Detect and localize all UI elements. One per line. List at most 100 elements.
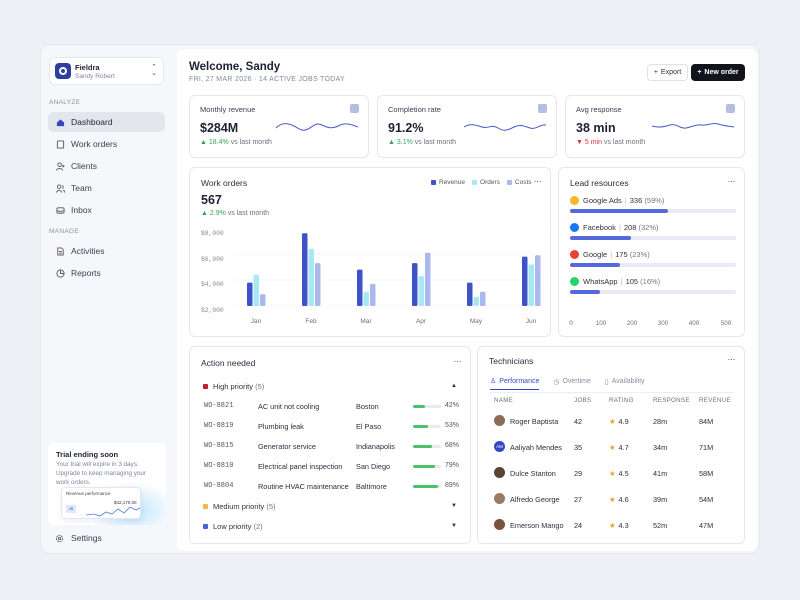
sidebar-item-reports[interactable]: Reports <box>48 263 165 283</box>
bar-orders-feb[interactable] <box>308 248 315 306</box>
technician-response: 39m <box>653 495 668 504</box>
technician-tabs: ♙ Performance ◷ Overtime ▯ Availability <box>490 377 645 390</box>
more-options-icon[interactable]: ··· <box>453 356 462 366</box>
progress-bar <box>413 445 441 448</box>
progress-bar <box>413 405 441 408</box>
arrow-up-icon: ▲ <box>201 210 210 217</box>
org-switcher[interactable]: Fieldra Sandy Robert ⌃ ⌄ <box>49 57 164 85</box>
sidebar: Fieldra Sandy Robert ⌃ ⌄ ANALYZE Dashboar… <box>41 45 171 555</box>
legend-orders[interactable]: Orders <box>472 179 500 186</box>
kpi-label: Avg response <box>576 105 622 114</box>
x-tick: Jan <box>250 318 262 325</box>
chevron-up-icon[interactable]: ▲ <box>451 383 457 389</box>
bar-revenue-apr[interactable] <box>412 263 418 306</box>
source-logo-icon <box>570 223 579 232</box>
kpi-label: Completion rate <box>388 105 441 114</box>
bar-costs-may[interactable] <box>480 291 486 306</box>
work-order-row[interactable]: WO-8815 Generator service Indianapolis 68% <box>204 442 460 454</box>
column-header[interactable]: RATING <box>609 397 634 404</box>
bar-costs-jun[interactable] <box>535 255 541 306</box>
bar-revenue-jan[interactable] <box>247 282 253 306</box>
sidebar-item-activities[interactable]: Activities <box>48 241 165 261</box>
section-label-manage: MANAGE <box>49 228 79 235</box>
bar-orders-mar[interactable] <box>363 291 370 306</box>
column-header[interactable]: NAME <box>494 397 514 404</box>
kpi-value: 91.2% <box>388 121 424 135</box>
bar-revenue-feb[interactable] <box>302 233 308 306</box>
lead-bar <box>570 236 632 240</box>
work-order-row[interactable]: WO-8821 AC unit not cooling Boston 42% <box>204 402 460 414</box>
work-order-row[interactable]: WO-8819 Plumbing leak El Paso 53% <box>204 422 460 434</box>
technician-row[interactable]: Dulce Stanton 29 ★ 4.5 41m 58M <box>494 467 742 481</box>
lead-tick: 200 <box>626 320 638 327</box>
sidebar-item-work-orders[interactable]: Work orders <box>48 134 165 154</box>
sidebar-item-label: Clients <box>71 161 97 171</box>
org-name: Fieldra <box>75 63 100 72</box>
gear-icon <box>55 534 64 542</box>
bar-revenue-mar[interactable] <box>357 269 363 306</box>
bar-costs-feb[interactable] <box>315 263 321 306</box>
work-order-id: WO-8821 <box>204 402 234 410</box>
chevron-down-icon[interactable]: ▼ <box>451 523 457 529</box>
kpi-completion-rate[interactable]: Completion rate 91.2% ▲ 3.1% vs last mon… <box>377 95 557 158</box>
sidebar-item-label: Dashboard <box>71 117 113 127</box>
sidebar-item-label: Inbox <box>71 205 92 215</box>
technician-row[interactable]: Emerson Mango 24 ★ 4.3 52m 47M <box>494 519 742 533</box>
column-header[interactable]: REVENUE <box>699 397 732 404</box>
page-title: Welcome, Sandy <box>189 61 281 73</box>
chevron-updown-icon: ⌃ ⌄ <box>151 64 157 77</box>
trial-card[interactable]: Trial ending soon Your trial will expire… <box>48 443 166 525</box>
source-logo-icon <box>570 277 579 286</box>
tab-overtime[interactable]: ◷ Overtime <box>553 378 591 386</box>
kpi-avg-response[interactable]: Avg response 38 min ▼ 5 min vs last mont… <box>565 95 745 158</box>
legend-costs[interactable]: Costs <box>506 179 532 186</box>
bar-orders-jan[interactable] <box>253 274 260 306</box>
priority-dot <box>203 504 208 509</box>
sidebar-item-clients[interactable]: Clients <box>48 156 165 176</box>
tab-performance[interactable]: ♙ Performance <box>490 377 540 390</box>
work-order-row[interactable]: WO-8804 Routine HVAC maintenance Baltimore… <box>204 482 460 494</box>
more-options-icon[interactable]: ··· <box>533 176 542 186</box>
chevron-down-icon[interactable]: ▼ <box>451 503 457 509</box>
sidebar-item-dashboard[interactable]: Dashboard <box>48 112 165 132</box>
bar-orders-jun[interactable] <box>528 264 535 306</box>
new-order-button[interactable]: + New order <box>691 64 745 81</box>
bar-costs-jan[interactable] <box>260 294 266 306</box>
bar-revenue-jun[interactable] <box>522 256 528 306</box>
lead-tick: 100 <box>595 320 607 327</box>
export-button[interactable]: + Export <box>647 64 688 81</box>
avatar <box>494 493 505 504</box>
sidebar-item-team[interactable]: Team <box>48 178 165 198</box>
column-header[interactable]: RESPONSE <box>653 397 690 404</box>
bar-costs-apr[interactable] <box>425 252 431 306</box>
progress-percent: 79% <box>445 462 460 469</box>
column-header[interactable]: JOBS <box>574 397 592 404</box>
more-options-icon[interactable]: ··· <box>727 354 736 364</box>
technician-rating: 4.3 <box>618 521 629 530</box>
sidebar-item-inbox[interactable]: Inbox <box>48 200 165 220</box>
more-options-icon[interactable]: ··· <box>727 176 736 186</box>
technician-row[interactable]: AM Aaliyah Mendes 35 ★ 4.7 34m 71M <box>494 441 742 455</box>
technician-row[interactable]: Alfredo George 27 ★ 4.6 39m 54M <box>494 493 742 507</box>
work-order-row[interactable]: WO-8810 Electrical panel inspection San Di… <box>204 462 460 474</box>
technician-name: Dulce Stanton <box>510 469 556 478</box>
technician-revenue: 58M <box>699 469 714 478</box>
kpi-monthly-revenue[interactable]: Monthly revenue $284M ▲ 18.4% vs last mo… <box>189 95 369 158</box>
group-high-priority[interactable]: High priority (5) <box>203 382 264 391</box>
sidebar-item-settings[interactable]: Settings <box>55 533 102 543</box>
work-order-city: Indianapolis <box>356 442 395 451</box>
bar-revenue-may[interactable] <box>467 282 473 306</box>
group-low-priority[interactable]: Low priority (2) <box>203 522 263 531</box>
phone-icon <box>726 104 735 113</box>
card-title: Lead resources <box>570 178 629 188</box>
technician-response: 41m <box>653 469 668 478</box>
x-tick: Feb <box>305 318 317 325</box>
legend-revenue[interactable]: Revenue <box>431 179 465 186</box>
bar-orders-apr[interactable] <box>418 276 425 306</box>
bar-orders-may[interactable] <box>473 296 480 306</box>
technician-name: Aaliyah Mendes <box>510 443 562 452</box>
bar-costs-mar[interactable] <box>370 283 376 306</box>
group-medium-priority[interactable]: Medium priority (5) <box>203 502 276 511</box>
technician-row[interactable]: Roger Baptista 42 ★ 4.9 28m 84M <box>494 415 742 429</box>
tab-availability[interactable]: ▯ Availability <box>604 378 645 386</box>
